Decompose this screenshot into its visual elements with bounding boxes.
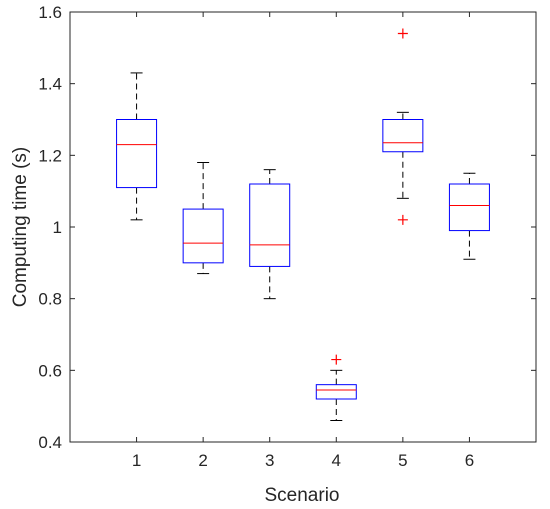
outlier-marker bbox=[397, 28, 408, 39]
box-3 bbox=[249, 169, 291, 300]
outlier-marker bbox=[331, 354, 342, 365]
box-1 bbox=[116, 72, 158, 221]
plot-frame bbox=[69, 11, 537, 443]
boxes-layer bbox=[116, 28, 490, 421]
iqr-box bbox=[116, 119, 158, 189]
y-tick-label: 1.2 bbox=[38, 146, 62, 165]
y-ticks-layer: 0.4 0.6 0.8 1 1.2 1.4 1.6 bbox=[38, 3, 536, 452]
iqr-box bbox=[315, 384, 357, 400]
y-tick-label: 1.4 bbox=[38, 75, 62, 94]
box-4 bbox=[315, 354, 357, 421]
x-tick-label: 5 bbox=[398, 451, 407, 470]
x-tick-label: 2 bbox=[198, 451, 207, 470]
x-tick-label: 4 bbox=[332, 451, 341, 470]
y-tick-label: 0.6 bbox=[38, 361, 62, 380]
x-axis-label: Scenario bbox=[265, 485, 340, 506]
outlier-marker bbox=[397, 214, 408, 225]
iqr-box bbox=[448, 183, 490, 232]
y-axis-label: Computing time (s) bbox=[10, 147, 31, 308]
y-tick-label: 0.8 bbox=[38, 290, 62, 309]
x-tick-label: 1 bbox=[132, 451, 141, 470]
y-tick-label: 1 bbox=[53, 218, 62, 237]
box-6 bbox=[448, 172, 490, 260]
x-tick-label: 3 bbox=[265, 451, 274, 470]
y-tick-label: 1.6 bbox=[38, 3, 62, 22]
x-ticks-layer: 1 2 3 4 5 6 bbox=[132, 12, 474, 470]
plot-area bbox=[69, 11, 537, 443]
box-2 bbox=[182, 162, 224, 275]
iqr-box bbox=[249, 183, 291, 267]
box-5 bbox=[382, 28, 424, 225]
iqr-box bbox=[182, 208, 224, 264]
y-tick-label: 0.4 bbox=[38, 433, 62, 452]
x-tick-label: 6 bbox=[465, 451, 474, 470]
iqr-box bbox=[382, 119, 424, 153]
